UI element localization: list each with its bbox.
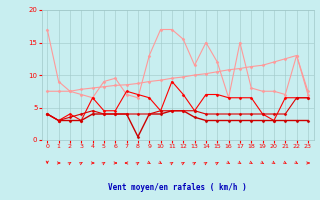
Text: Vent moyen/en rafales ( km/h ): Vent moyen/en rafales ( km/h ) <box>108 183 247 192</box>
